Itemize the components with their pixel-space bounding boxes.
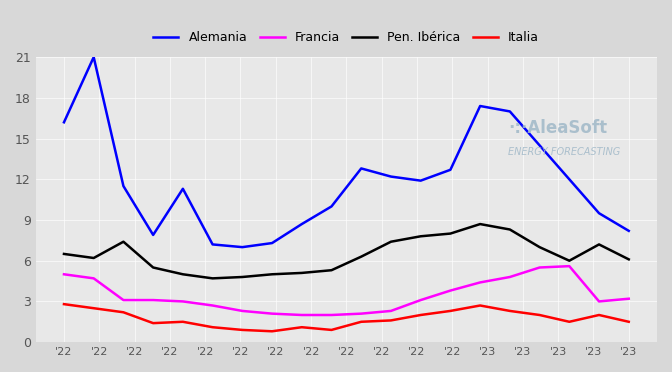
Francia: [446, 288, 454, 293]
Legend: Alemania, Francia, Pen. Ibérica, Italia: Alemania, Francia, Pen. Ibérica, Italia: [149, 26, 544, 49]
Alemania: [179, 186, 187, 191]
Alemania: [60, 120, 68, 125]
Text: ·:·AleaSoft: ·:·AleaSoft: [508, 119, 607, 137]
Francia: [536, 265, 544, 270]
Italia: [268, 329, 276, 334]
Francia: [60, 272, 68, 276]
Francia: [298, 313, 306, 317]
Italia: [446, 309, 454, 313]
Italia: [208, 325, 216, 330]
Italia: [120, 310, 128, 314]
Italia: [625, 320, 633, 324]
Francia: [625, 296, 633, 301]
Francia: [239, 309, 247, 313]
Italia: [298, 325, 306, 330]
Pen. Ibérica: [536, 245, 544, 249]
Italia: [565, 320, 573, 324]
Italia: [358, 320, 366, 324]
Francia: [208, 303, 216, 308]
Francia: [417, 298, 425, 302]
Alemania: [476, 104, 484, 108]
Pen. Ibérica: [149, 265, 157, 270]
Pen. Ibérica: [239, 275, 247, 279]
Alemania: [446, 167, 454, 172]
Alemania: [239, 245, 247, 249]
Alemania: [149, 233, 157, 237]
Line: Francia: Francia: [64, 266, 629, 315]
Francia: [565, 264, 573, 268]
Alemania: [387, 174, 395, 179]
Italia: [149, 321, 157, 326]
Italia: [417, 313, 425, 317]
Pen. Ibérica: [387, 240, 395, 244]
Pen. Ibérica: [358, 254, 366, 259]
Pen. Ibérica: [506, 227, 514, 232]
Alemania: [417, 179, 425, 183]
Pen. Ibérica: [120, 240, 128, 244]
Alemania: [268, 241, 276, 245]
Alemania: [298, 222, 306, 226]
Pen. Ibérica: [446, 231, 454, 236]
Alemania: [565, 177, 573, 182]
Francia: [595, 299, 603, 304]
Pen. Ibérica: [625, 257, 633, 262]
Alemania: [536, 143, 544, 148]
Alemania: [595, 211, 603, 215]
Francia: [358, 311, 366, 316]
Pen. Ibérica: [417, 234, 425, 238]
Francia: [89, 276, 97, 280]
Italia: [476, 303, 484, 308]
Text: ENERGY FORECASTING: ENERGY FORECASTING: [508, 147, 620, 157]
Pen. Ibérica: [208, 276, 216, 280]
Francia: [179, 299, 187, 304]
Pen. Ibérica: [179, 272, 187, 276]
Pen. Ibérica: [565, 259, 573, 263]
Francia: [506, 275, 514, 279]
Pen. Ibérica: [89, 256, 97, 260]
Pen. Ibérica: [476, 222, 484, 226]
Francia: [327, 313, 335, 317]
Line: Pen. Ibérica: Pen. Ibérica: [64, 224, 629, 278]
Italia: [60, 302, 68, 307]
Alemania: [625, 229, 633, 233]
Italia: [506, 309, 514, 313]
Alemania: [208, 242, 216, 247]
Francia: [387, 309, 395, 313]
Italia: [536, 313, 544, 317]
Alemania: [89, 55, 97, 60]
Francia: [120, 298, 128, 302]
Pen. Ibérica: [268, 272, 276, 276]
Alemania: [358, 166, 366, 171]
Line: Alemania: Alemania: [64, 57, 629, 247]
Alemania: [327, 204, 335, 209]
Italia: [327, 328, 335, 332]
Italia: [179, 320, 187, 324]
Line: Italia: Italia: [64, 304, 629, 331]
Pen. Ibérica: [595, 242, 603, 247]
Francia: [476, 280, 484, 285]
Italia: [387, 318, 395, 323]
Pen. Ibérica: [298, 271, 306, 275]
Francia: [268, 311, 276, 316]
Alemania: [506, 109, 514, 114]
Francia: [149, 298, 157, 302]
Pen. Ibérica: [327, 268, 335, 272]
Alemania: [120, 184, 128, 188]
Italia: [89, 306, 97, 311]
Pen. Ibérica: [60, 252, 68, 256]
Italia: [595, 313, 603, 317]
Italia: [239, 328, 247, 332]
